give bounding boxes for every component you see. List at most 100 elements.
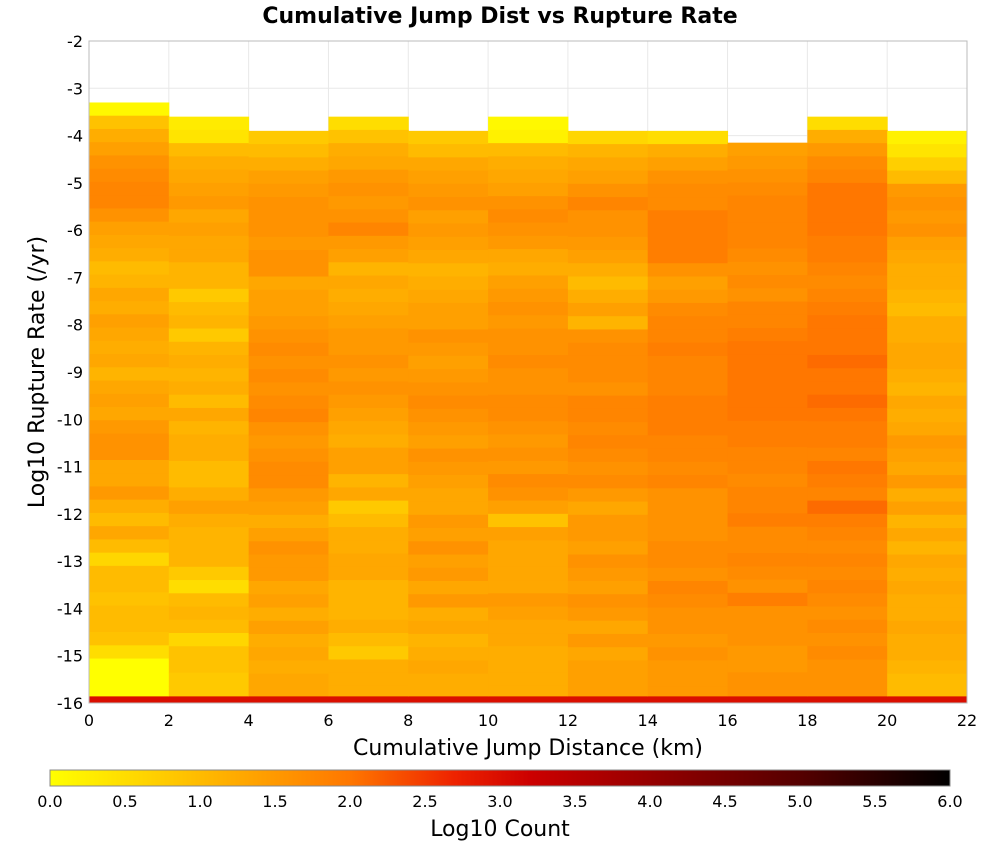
heatmap-cell xyxy=(807,407,888,422)
heatmap-cell xyxy=(647,355,729,370)
heatmap-cell xyxy=(807,394,888,409)
y-tick-label: -15 xyxy=(57,647,83,666)
heatmap-cell xyxy=(248,369,329,383)
heatmap-cell xyxy=(488,460,569,475)
heatmap-cell xyxy=(168,169,250,184)
heatmap-cell xyxy=(408,382,489,397)
heatmap-cell xyxy=(727,328,808,342)
heatmap-cell xyxy=(488,619,569,634)
heatmap-cell xyxy=(168,619,250,634)
heatmap-cell xyxy=(488,580,569,594)
heatmap-cell xyxy=(567,183,649,198)
heatmap-cell xyxy=(408,581,489,595)
heatmap-cell xyxy=(488,354,569,369)
heatmap-cell xyxy=(488,156,569,171)
colorbar-tick-label: 4.5 xyxy=(712,792,737,811)
heatmap-cell xyxy=(647,660,729,675)
heatmap-cell xyxy=(328,169,409,184)
heatmap-cell xyxy=(488,341,569,356)
heatmap-cell xyxy=(89,605,170,620)
heatmap-cell xyxy=(408,355,489,370)
heatmap-cell xyxy=(408,541,489,556)
heatmap-cell xyxy=(488,169,569,184)
heatmap-cell xyxy=(408,170,489,185)
y-tick-label: -3 xyxy=(67,79,83,98)
x-tick-label: 2 xyxy=(164,711,174,730)
heatmap-cell xyxy=(328,633,409,647)
colorbar-tick-label: 3.5 xyxy=(562,792,587,811)
heatmap-cell xyxy=(647,289,729,304)
heatmap-cell xyxy=(248,355,329,370)
heatmap-cell xyxy=(647,329,729,344)
heatmap-cell xyxy=(647,541,729,556)
y-axis-ticks: -2 -3 -4 -5 -6 -7 -8 -9 -10 -11 -12 -13 -14 -15 -16 xyxy=(57,32,83,713)
heatmap-cell xyxy=(328,341,409,356)
heatmap-cell xyxy=(248,342,329,357)
heatmap-cell xyxy=(248,475,329,489)
heatmap-cell xyxy=(807,460,888,475)
heatmap-cell xyxy=(328,606,409,621)
heatmap-cell xyxy=(567,342,649,357)
heatmap-cell xyxy=(408,236,489,251)
heatmap-cell xyxy=(807,129,888,144)
heatmap-cell xyxy=(567,633,649,648)
heatmap-cell xyxy=(727,169,808,183)
heatmap-cell xyxy=(248,435,329,450)
y-tick-label: -9 xyxy=(67,363,83,382)
heatmap-cell xyxy=(887,673,968,688)
heatmap-cell xyxy=(248,130,329,145)
heatmap-cell xyxy=(567,157,649,172)
heatmap-cell xyxy=(248,620,329,635)
heatmap-cell xyxy=(727,433,808,448)
heatmap-cell xyxy=(647,554,729,569)
heatmap-cell xyxy=(328,527,409,541)
heatmap-cell xyxy=(248,660,329,675)
heatmap-cell xyxy=(168,288,250,303)
heatmap-cell xyxy=(89,446,170,461)
heatmap-cell xyxy=(488,606,569,621)
heatmap-cell xyxy=(248,250,329,264)
y-tick-label: -8 xyxy=(67,316,83,335)
heatmap-cell xyxy=(727,553,808,567)
heatmap-cell xyxy=(408,660,489,675)
x-tick-label: 16 xyxy=(717,711,737,730)
heatmap-cell xyxy=(168,407,250,422)
heatmap-cell xyxy=(887,501,968,516)
plot-frame xyxy=(88,40,968,704)
heatmap-cell xyxy=(727,460,808,475)
heatmap-cell xyxy=(89,565,170,580)
heatmap-cell xyxy=(807,619,888,634)
heatmap-cell xyxy=(488,262,569,277)
heatmap-cell xyxy=(328,580,409,594)
heatmap-cell xyxy=(887,488,968,503)
heatmap-cell xyxy=(807,633,888,647)
heatmap-cell xyxy=(567,355,649,370)
heatmap-cell xyxy=(807,182,888,197)
heatmap-cell xyxy=(89,671,170,697)
heatmap-cell xyxy=(328,368,409,382)
x-tick-label: 20 xyxy=(877,711,897,730)
heatmap-cell xyxy=(408,197,489,211)
heatmap-cell xyxy=(727,195,808,210)
heatmap-cell xyxy=(89,592,170,607)
heatmap-cell xyxy=(168,566,250,581)
heatmap-cell xyxy=(328,196,409,210)
heatmap-cell xyxy=(807,447,888,462)
heatmap-cell xyxy=(408,369,489,383)
heatmap-cell-bottom xyxy=(328,696,409,703)
heatmap-cell xyxy=(248,223,329,238)
heatmap-cell xyxy=(727,579,808,594)
heatmap-cell xyxy=(248,197,329,211)
heatmap-cell xyxy=(408,514,489,529)
y-tick-label: -12 xyxy=(57,505,83,524)
heatmap-cell xyxy=(887,594,968,608)
x-tick-label: 10 xyxy=(478,711,498,730)
heatmap-cell xyxy=(248,673,329,688)
heatmap-cell xyxy=(807,302,888,316)
heatmap-cell xyxy=(567,369,649,383)
heatmap-cell xyxy=(567,528,649,542)
heatmap-cell xyxy=(807,315,888,329)
y-axis-label: Log10 Rupture Rate (/yr) xyxy=(25,236,50,508)
heatmap-cell xyxy=(89,248,170,262)
heatmap-cell xyxy=(647,514,729,529)
